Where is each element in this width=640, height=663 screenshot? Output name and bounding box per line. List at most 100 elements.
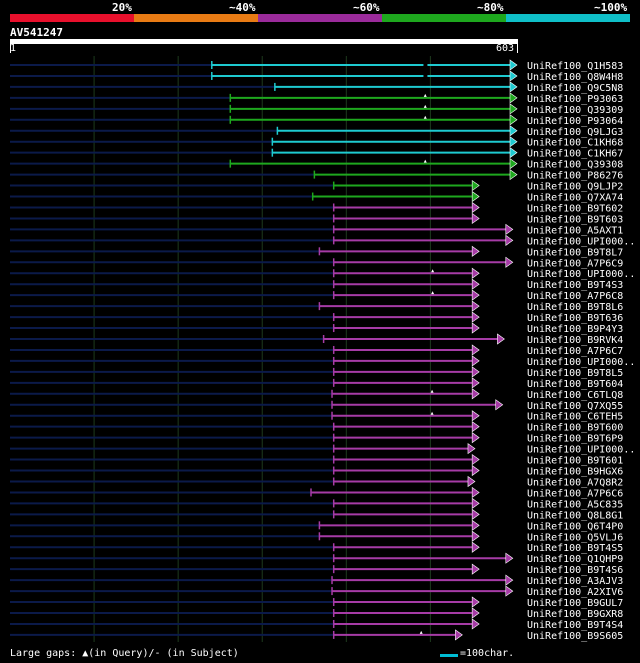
hit-label[interactable]: UniRef100_B9T603 xyxy=(527,214,623,225)
hit-label[interactable]: UniRef100_Q9LJP2 xyxy=(527,182,623,193)
hit-label[interactable]: UniRef100_B9S605 xyxy=(527,631,623,642)
hit-label[interactable]: UniRef100_B9T8L5 xyxy=(527,368,623,379)
hit-label[interactable]: UniRef100_A5AXT1 xyxy=(527,225,623,236)
hit-label[interactable]: UniRef100_C6TLQ8 xyxy=(527,390,623,401)
hit-row[interactable]: UniRef100_B9T4S6 xyxy=(10,563,623,576)
hit-label[interactable]: UniRef100_Q7XA74 xyxy=(527,193,623,204)
hit-row[interactable]: UniRef100_B9P4Y3 xyxy=(10,322,623,335)
hit-row[interactable]: UniRef100_Q39308 xyxy=(10,158,623,171)
hit-label[interactable]: UniRef100_B9GUL7 xyxy=(527,598,623,609)
hit-row[interactable]: UniRef100_A5C835 xyxy=(10,497,623,510)
hit-row[interactable]: UniRef100_B9T6P9 xyxy=(10,432,623,445)
hit-row[interactable]: UniRef100_Q1QHP9 xyxy=(10,552,623,565)
hit-row[interactable]: UniRef100_Q5VLJ6 xyxy=(10,530,623,543)
hit-label[interactable]: UniRef100_B9T4S5 xyxy=(527,543,623,554)
hit-label[interactable]: UniRef100_P86276 xyxy=(527,171,623,182)
hit-row[interactable]: UniRef100_A2XIV6 xyxy=(10,585,623,598)
hit-row[interactable]: UniRef100_C1KH68 xyxy=(10,136,623,149)
hit-label[interactable]: UniRef100_B9P4Y3 xyxy=(527,324,623,335)
hit-row[interactable]: UniRef100_B9T8L5 xyxy=(10,366,623,379)
hit-label[interactable]: UniRef100_A7P6C9 xyxy=(527,258,623,269)
hit-label[interactable]: UniRef100_B9T4S6 xyxy=(527,565,623,576)
hit-label[interactable]: UniRef100_Q6T4P0 xyxy=(527,521,623,532)
hit-label[interactable]: UniRef100_C1KH68 xyxy=(527,138,623,149)
hit-row[interactable]: UniRef100_Q7XQ55 xyxy=(10,399,623,412)
hit-label[interactable]: UniRef100_B9T4S3 xyxy=(527,280,623,291)
hit-label[interactable]: UniRef100_Q39308 xyxy=(527,160,623,171)
hit-row[interactable]: UniRef100_Q9C5N8 xyxy=(10,81,623,94)
hit-row[interactable]: UniRef100_B9T636 xyxy=(10,311,623,324)
hit-row[interactable]: UniRef100_B9RVK4 xyxy=(10,333,623,346)
hit-label[interactable]: UniRef100_B9T602 xyxy=(527,203,623,214)
hit-row[interactable]: UniRef100_Q1H583 xyxy=(10,59,623,72)
hit-label[interactable]: UniRef100_B9T604 xyxy=(527,379,623,390)
hit-label[interactable]: UniRef100_B9T601 xyxy=(527,456,623,467)
hit-label[interactable]: UniRef100_Q39309 xyxy=(527,105,623,116)
hit-row[interactable]: UniRef100_Q7XA74 xyxy=(10,190,623,204)
hit-row[interactable]: UniRef100_B9GUL7 xyxy=(10,596,623,609)
hit-label[interactable]: UniRef100_C1KH67 xyxy=(527,149,623,160)
hit-label[interactable]: UniRef100_B9T6P9 xyxy=(527,434,623,445)
hit-row[interactable]: UniRef100_B9S605 xyxy=(10,629,623,642)
hit-label[interactable]: UniRef100_C6TEH5 xyxy=(527,412,623,423)
hit-row[interactable]: UniRef100_UPI000.. xyxy=(10,234,635,247)
hit-label[interactable]: UniRef100_A7P6C7 xyxy=(527,346,623,357)
hit-row[interactable]: UniRef100_Q6T4P0 xyxy=(10,519,623,532)
hit-label[interactable]: UniRef100_Q9C5N8 xyxy=(527,83,623,94)
hit-row[interactable]: UniRef100_A7P6C8 xyxy=(10,289,623,302)
hit-row[interactable]: UniRef100_B9T604 xyxy=(10,377,623,390)
hit-label[interactable]: UniRef100_A7Q8R2 xyxy=(527,477,623,488)
hit-row[interactable]: UniRef100_Q9LJG3 xyxy=(10,125,623,138)
hit-label[interactable]: UniRef100_B9T4S4 xyxy=(527,620,623,631)
hit-row[interactable]: UniRef100_B9GXR8 xyxy=(10,607,623,620)
hit-label[interactable]: UniRef100_B9T636 xyxy=(527,313,623,324)
hit-label[interactable]: UniRef100_UPI000.. xyxy=(527,236,635,247)
hit-row[interactable]: UniRef100_B9T4S3 xyxy=(10,278,623,291)
hit-label[interactable]: UniRef100_UPI000.. xyxy=(527,357,635,368)
hit-row[interactable]: UniRef100_B9T8L6 xyxy=(10,300,623,313)
hit-row[interactable]: UniRef100_B9T601 xyxy=(10,453,623,467)
hit-row[interactable]: UniRef100_UPI000.. xyxy=(10,443,635,456)
hit-row[interactable]: UniRef100_B9T602 xyxy=(10,201,623,214)
hit-row[interactable]: UniRef100_B9T4S5 xyxy=(10,541,623,554)
hit-label[interactable]: UniRef100_A3AJV3 xyxy=(527,576,623,587)
hit-row[interactable]: UniRef100_Q39309 xyxy=(10,103,623,116)
hit-row[interactable]: UniRef100_C1KH67 xyxy=(10,147,623,160)
hit-label[interactable]: UniRef100_Q8W4H8 xyxy=(527,72,623,83)
hit-row[interactable]: UniRef100_Q9LJP2 xyxy=(10,179,623,193)
hit-row[interactable]: UniRef100_Q8L8G1 xyxy=(10,508,623,521)
hit-label[interactable]: UniRef100_Q1QHP9 xyxy=(527,554,623,565)
hit-label[interactable]: UniRef100_Q5VLJ6 xyxy=(527,532,623,543)
hit-row[interactable]: UniRef100_B9T603 xyxy=(10,212,623,225)
hit-label[interactable]: UniRef100_B9T8L6 xyxy=(527,302,623,313)
hit-row[interactable]: UniRef100_A3AJV3 xyxy=(10,574,623,587)
hit-label[interactable]: UniRef100_A2XIV6 xyxy=(527,587,623,598)
hit-row[interactable]: UniRef100_UPI000.. xyxy=(10,267,635,280)
hit-label[interactable]: UniRef100_Q7XQ55 xyxy=(527,401,623,412)
hit-label[interactable]: UniRef100_UPI000.. xyxy=(527,269,635,280)
hit-row[interactable]: UniRef100_P93064 xyxy=(10,114,623,127)
hit-row[interactable]: UniRef100_B9T4S4 xyxy=(10,618,623,631)
hit-row[interactable]: UniRef100_B9T8L7 xyxy=(10,245,623,258)
hit-label[interactable]: UniRef100_A7P6C6 xyxy=(527,488,623,499)
hit-row[interactable]: UniRef100_C6TLQ8 xyxy=(10,388,623,401)
hit-label[interactable]: UniRef100_UPI000.. xyxy=(527,445,635,456)
hit-label[interactable]: UniRef100_Q8L8G1 xyxy=(527,510,623,521)
hit-row[interactable]: UniRef100_B9HGX6 xyxy=(10,464,623,478)
hit-row[interactable]: UniRef100_A5AXT1 xyxy=(10,223,623,236)
hit-row[interactable]: UniRef100_P93063 xyxy=(10,92,623,105)
hit-label[interactable]: UniRef100_Q9LJG3 xyxy=(527,127,623,138)
hit-label[interactable]: UniRef100_B9GXR8 xyxy=(527,609,623,620)
hit-row[interactable]: UniRef100_B9T600 xyxy=(10,421,623,434)
hit-row[interactable]: UniRef100_P86276 xyxy=(10,169,623,182)
hit-label[interactable]: UniRef100_B9RVK4 xyxy=(527,335,623,346)
hit-row[interactable]: UniRef100_C6TEH5 xyxy=(10,410,623,423)
hit-label[interactable]: UniRef100_P93064 xyxy=(527,116,623,127)
hit-label[interactable]: UniRef100_P93063 xyxy=(527,94,623,105)
hit-row[interactable]: UniRef100_A7P6C7 xyxy=(10,344,623,357)
hit-label[interactable]: UniRef100_A5C835 xyxy=(527,499,623,510)
hit-label[interactable]: UniRef100_B9T8L7 xyxy=(527,247,623,258)
hit-row[interactable]: UniRef100_Q8W4H8 xyxy=(10,70,623,83)
hit-label[interactable]: UniRef100_Q1H583 xyxy=(527,61,623,72)
hit-label[interactable]: UniRef100_B9T600 xyxy=(527,423,623,434)
